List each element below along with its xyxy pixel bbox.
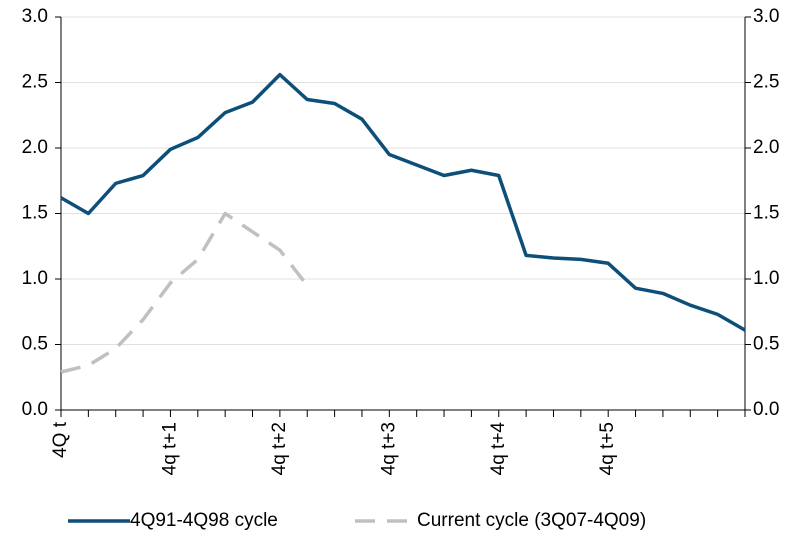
legend-label: Current cycle (3Q07-4Q09) <box>417 510 646 531</box>
y-tick-label: 1.5 <box>22 203 48 224</box>
series-line <box>60 72 746 332</box>
y2-tick-label: 0.5 <box>753 334 779 355</box>
series-line <box>60 211 309 374</box>
x-tick-label: 4q t+2 <box>269 422 290 475</box>
y-tick-label: 0.5 <box>22 334 48 355</box>
y-tick-label: 2.5 <box>22 72 48 93</box>
y2-tick-label: 0.0 <box>753 399 779 420</box>
y2-tick-label: 1.5 <box>753 203 779 224</box>
y-tick-label: 3.0 <box>22 6 48 27</box>
y2-tick-label: 1.0 <box>753 268 779 289</box>
x-tick-label: 4Q t <box>50 421 71 458</box>
y-tick-label: 2.0 <box>22 137 48 158</box>
y2-tick-label: 2.0 <box>753 137 779 158</box>
x-tick-label: 4q t+5 <box>597 422 618 475</box>
x-tick-label: 4q t+4 <box>488 422 509 476</box>
legend-label: 4Q91-4Q98 cycle <box>130 510 278 531</box>
y2-tick-label: 3.0 <box>753 6 779 27</box>
y-tick-label: 1.0 <box>22 268 48 289</box>
x-tick-label: 4q t+3 <box>378 422 399 475</box>
x-tick-label: 4q t+1 <box>159 422 180 475</box>
y2-tick-label: 2.5 <box>753 72 779 93</box>
y-tick-label: 0.0 <box>22 399 48 420</box>
